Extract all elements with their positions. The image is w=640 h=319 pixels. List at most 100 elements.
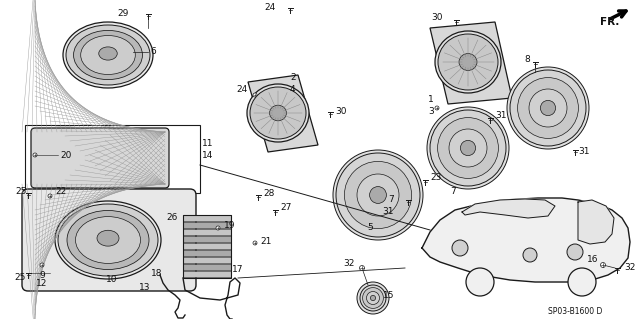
Text: 12: 12 (36, 278, 48, 287)
Text: 24: 24 (265, 4, 276, 12)
Bar (25, 125, 200, 193)
Circle shape (370, 187, 387, 204)
Text: 27: 27 (280, 204, 291, 212)
Polygon shape (422, 198, 630, 282)
Ellipse shape (459, 54, 477, 70)
Circle shape (430, 110, 506, 186)
Ellipse shape (438, 34, 498, 90)
Circle shape (449, 129, 487, 167)
Text: FR.: FR. (600, 17, 620, 27)
Text: 11: 11 (202, 138, 214, 147)
Circle shape (466, 268, 494, 296)
Circle shape (427, 107, 509, 189)
Ellipse shape (250, 87, 306, 139)
Bar (183, 215, 231, 278)
Text: 32: 32 (624, 263, 636, 272)
Text: 7: 7 (388, 196, 394, 204)
Ellipse shape (269, 105, 287, 121)
Circle shape (360, 285, 386, 311)
Circle shape (568, 268, 596, 296)
Circle shape (253, 241, 257, 245)
Bar (183, 243, 231, 249)
Bar (183, 250, 231, 256)
Circle shape (600, 263, 605, 268)
Text: 18: 18 (150, 269, 162, 278)
Ellipse shape (67, 211, 149, 270)
Text: 31: 31 (578, 147, 589, 157)
Text: 24: 24 (237, 85, 248, 94)
Circle shape (529, 89, 567, 127)
Text: 14: 14 (202, 151, 213, 160)
Text: 25: 25 (14, 273, 26, 283)
Circle shape (460, 140, 476, 156)
Text: 21: 21 (260, 238, 271, 247)
Ellipse shape (63, 22, 153, 88)
Bar (183, 215, 231, 221)
Text: 1: 1 (428, 95, 434, 105)
Circle shape (357, 174, 399, 216)
Text: 10: 10 (106, 276, 118, 285)
Circle shape (357, 282, 389, 314)
Circle shape (216, 226, 220, 230)
Bar (183, 257, 231, 263)
Circle shape (336, 153, 420, 237)
Polygon shape (248, 75, 318, 152)
Text: 29: 29 (118, 9, 129, 18)
Text: 30: 30 (335, 108, 346, 116)
Text: 31: 31 (383, 207, 394, 217)
Text: 4: 4 (290, 85, 296, 94)
Circle shape (452, 240, 468, 256)
Text: 28: 28 (263, 189, 275, 197)
Circle shape (518, 78, 579, 138)
Circle shape (367, 292, 380, 305)
Bar (183, 236, 231, 242)
Text: 5: 5 (367, 224, 372, 233)
Circle shape (435, 106, 439, 110)
Circle shape (371, 295, 376, 300)
Polygon shape (462, 199, 555, 218)
Circle shape (344, 161, 412, 229)
Text: 6: 6 (150, 48, 156, 56)
Text: 8: 8 (524, 56, 530, 64)
Text: 23: 23 (430, 173, 442, 182)
Text: 31: 31 (495, 110, 506, 120)
Ellipse shape (74, 30, 143, 80)
FancyBboxPatch shape (22, 189, 196, 291)
Ellipse shape (81, 35, 135, 75)
Text: 30: 30 (431, 13, 443, 23)
Text: 19: 19 (224, 221, 236, 231)
Ellipse shape (55, 201, 161, 279)
Text: 17: 17 (232, 265, 243, 275)
Text: 16: 16 (586, 256, 598, 264)
Circle shape (363, 288, 383, 308)
Bar (183, 271, 231, 277)
Text: 7: 7 (451, 188, 456, 197)
Text: 20: 20 (60, 151, 72, 160)
Ellipse shape (97, 230, 119, 246)
Ellipse shape (58, 204, 158, 276)
Polygon shape (578, 200, 614, 244)
Bar (183, 222, 231, 228)
Text: 3: 3 (428, 107, 434, 115)
Text: 26: 26 (166, 213, 178, 222)
Text: 32: 32 (344, 258, 355, 268)
Circle shape (438, 118, 499, 178)
Circle shape (40, 263, 44, 267)
Text: 2: 2 (290, 73, 296, 83)
Text: 13: 13 (140, 284, 151, 293)
Text: 25: 25 (15, 188, 26, 197)
Circle shape (540, 100, 556, 115)
Polygon shape (430, 22, 512, 104)
Bar (183, 229, 231, 235)
Circle shape (523, 248, 537, 262)
Ellipse shape (435, 31, 501, 93)
Bar (183, 264, 231, 270)
Circle shape (510, 70, 586, 146)
Circle shape (33, 153, 37, 157)
FancyBboxPatch shape (31, 128, 169, 188)
Ellipse shape (66, 25, 150, 85)
Text: 22: 22 (55, 188, 67, 197)
Circle shape (567, 244, 583, 260)
Text: 9: 9 (39, 271, 45, 279)
Text: SP03-B1600 D: SP03-B1600 D (548, 308, 602, 316)
